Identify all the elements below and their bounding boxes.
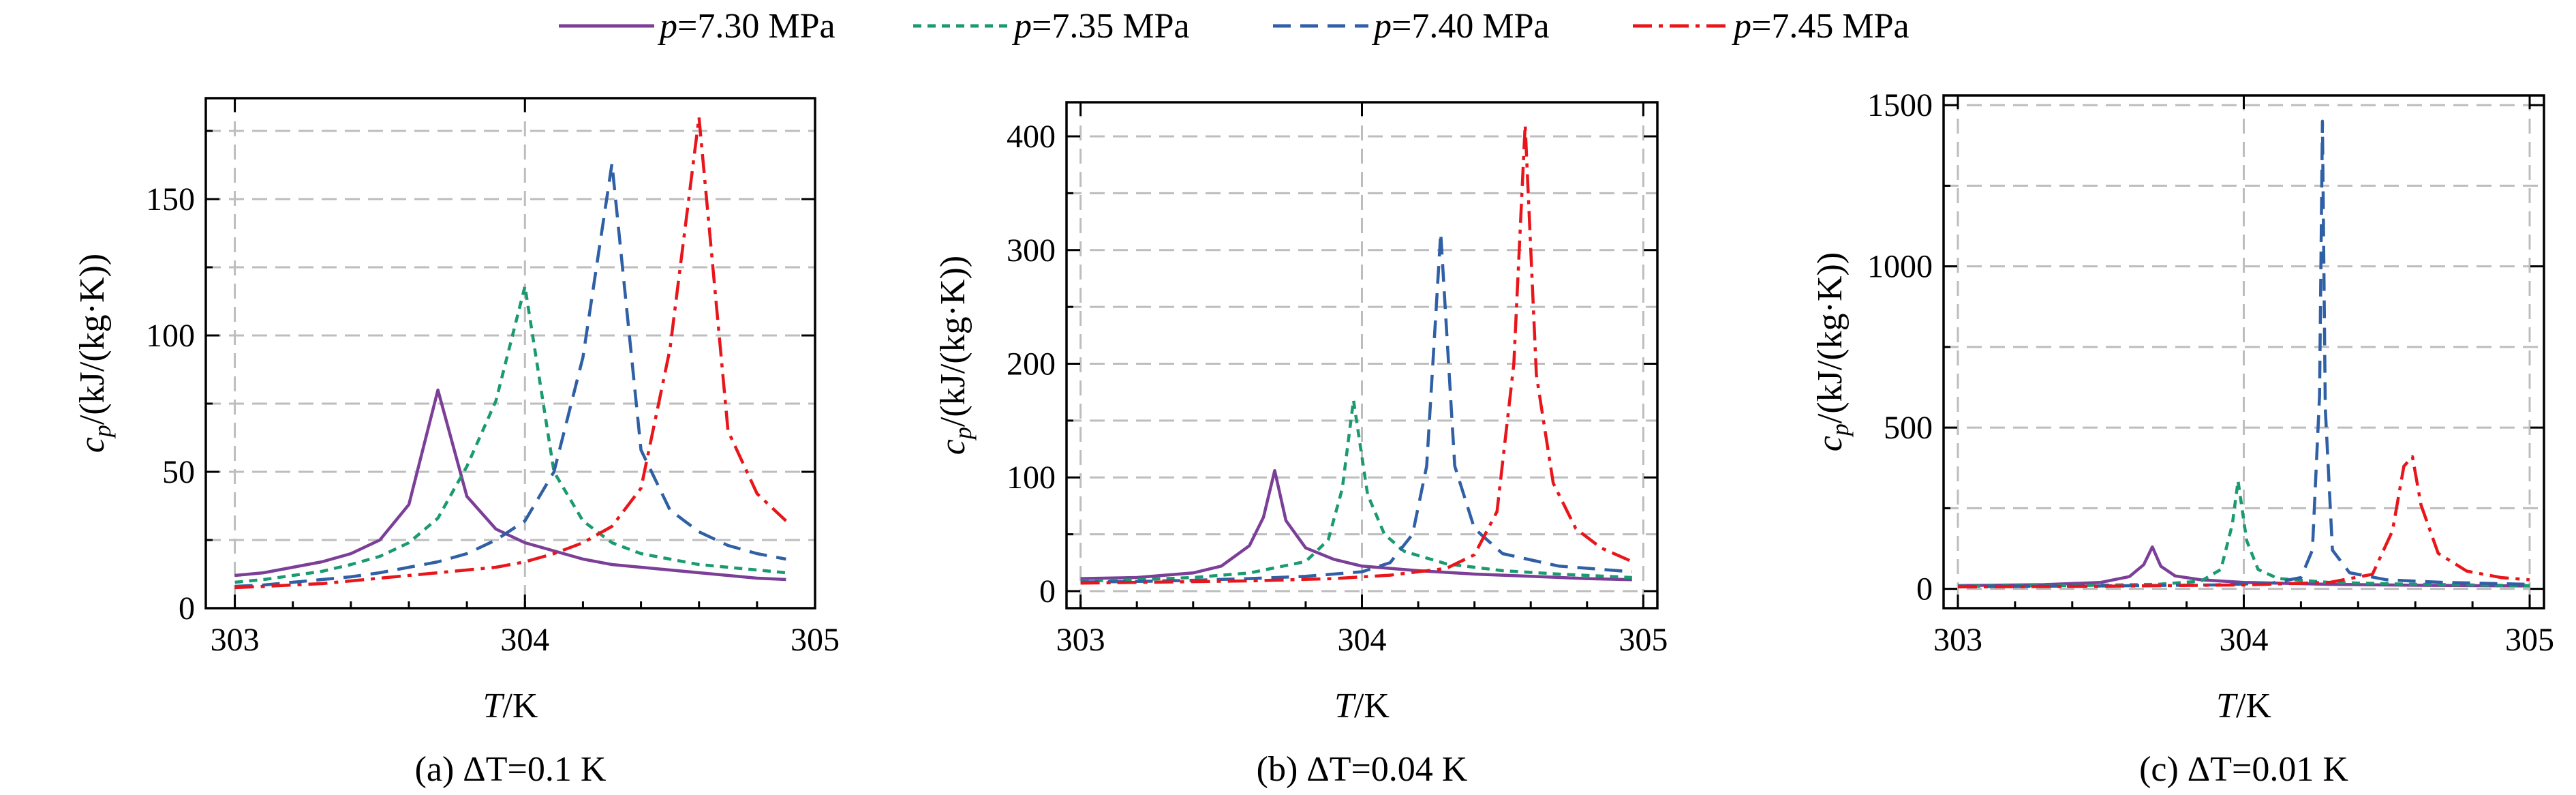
legend-label: p=7.30 MPa [657,7,835,46]
legend-value: =7.45 MPa [1751,7,1910,46]
legend: p=7.30 MPa p=7.35 MPa p=7.40 MPa p=7.45 MPa [559,7,1910,46]
y-axis-var: c [1811,436,1850,451]
y-axis-sub: p [1826,423,1854,438]
y-axis-unit: /(kJ/(kg·K)) [1811,252,1850,423]
y-axis-sub: p [949,427,977,441]
x-tick-label: 305 [791,622,840,658]
x-axis-label: T/K [2216,687,2271,725]
chart-panel-a: 303 304 305 0 50 100 150 T/K cp/(kJ/(kg·K)) (a) Δ… [73,97,840,789]
x-tick-label: 304 [1338,622,1387,658]
y-tick-label: 500 [1884,410,1933,446]
y-tick-label: 100 [1007,460,1056,496]
x-tick-label: 303 [1056,622,1105,658]
y-tick-label: 200 [1007,346,1056,382]
y-tick-label: 1000 [1867,249,1933,285]
series-line-3 [1957,119,2530,588]
series-line-1 [1957,545,2530,588]
x-tick-label: 305 [2505,622,2554,658]
x-axis-label: T/K [1334,687,1390,725]
series-line-4 [234,115,787,590]
panel-caption: (a) ΔT=0.1 K [415,750,607,789]
legend-value: =7.35 MPa [1032,7,1190,46]
legend-label: p=7.40 MPa [1371,7,1550,46]
chart-panel-c: 303 304 305 0 500 1000 1500 T/K cp/(kJ/(kg·K)) (c… [1811,87,2554,789]
chart-panel-b: 303 304 305 0 100 200 300 400 T/K cp/(kJ/(kg·K)) (… [934,101,1668,789]
x-tick-label: 303 [1933,622,1982,658]
y-axis-sub: p [89,425,116,439]
y-tick-label: 50 [162,454,195,490]
legend-value: =7.40 MPa [1392,7,1550,46]
y-tick-label: 150 [146,181,195,217]
y-tick-label: 100 [146,318,195,354]
legend-var: p [1011,7,1032,46]
y-axis-unit: /(kJ/(kg·K)) [73,254,112,425]
x-tick-label: 305 [1619,622,1668,658]
y-tick-label: 0 [1916,571,1933,608]
legend-var: p [657,7,677,46]
x-axis-unit: /K [1354,687,1390,725]
panel-caption: (b) ΔT=0.04 K [1257,750,1468,789]
y-axis-label: cp/(kJ/(kg·K)) [1811,252,1854,451]
x-tick-label: 304 [500,622,549,658]
y-tick-label: 1500 [1867,87,1933,123]
y-tick-label: 0 [1039,573,1056,610]
y-axis-var: c [73,437,112,453]
series-line-2 [234,284,786,584]
y-axis-var: c [934,439,972,455]
legend-label: p=7.35 MPa [1011,7,1190,46]
y-tick-label: 300 [1007,232,1056,269]
x-axis-unit: /K [2236,687,2271,725]
x-axis-var: T [2216,687,2238,725]
series-line-3 [234,162,786,588]
x-axis-unit: /K [502,687,538,725]
plot-frame [204,97,816,610]
legend-value: =7.30 MPa [677,7,835,46]
legend-label: p=7.45 MPa [1731,7,1910,46]
x-tick-label: 304 [2220,622,2269,658]
y-axis-label: cp/(kJ/(kg·K)) [73,254,116,453]
x-axis-var: T [483,687,505,725]
series-line-4 [1080,123,1633,585]
x-axis-label: T/K [483,687,538,725]
series-line-1 [234,388,786,582]
x-tick-label: 303 [211,622,260,658]
y-tick-label: 400 [1007,119,1056,155]
series-line-3 [1080,231,1632,584]
y-axis-label: cp/(kJ/(kg·K)) [934,256,977,455]
series-line-1 [1080,468,1632,582]
legend-var: p [1731,7,1751,46]
y-axis-unit: /(kJ/(kg·K)) [934,256,972,427]
panel-caption: (c) ΔT=0.01 K [2139,750,2348,789]
series-line-4 [1957,455,2530,589]
y-tick-label: 0 [179,590,195,627]
legend-var: p [1371,7,1392,46]
x-axis-var: T [1334,687,1356,725]
series-line-2 [1080,398,1632,583]
